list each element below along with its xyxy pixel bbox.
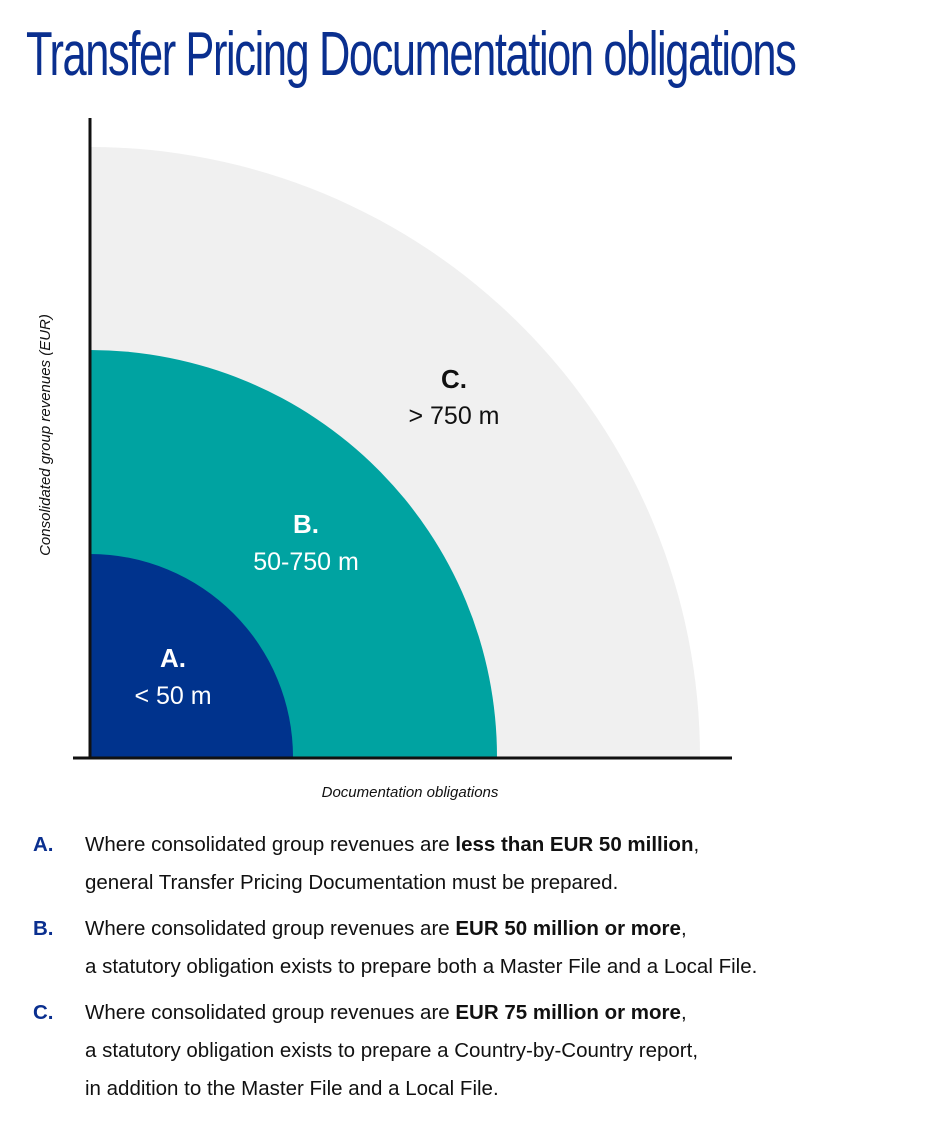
legend-text: Where consolidated group revenues are EU…	[85, 910, 933, 986]
legend-item-a: A. Where consolidated group revenues are…	[33, 826, 933, 902]
legend-text-prefix: Where consolidated group revenues are	[85, 1001, 456, 1024]
legend-letter: C.	[33, 1001, 54, 1024]
legend-text-bold: EUR 75 million or more	[455, 1001, 681, 1024]
legend-text: Where consolidated group revenues are EU…	[85, 994, 933, 1108]
y-axis-label: Consolidated group revenues (EUR)	[37, 314, 54, 556]
legend-item-c: C. Where consolidated group revenues are…	[33, 994, 933, 1108]
legend-text-line: in addition to the Master File and a Loc…	[85, 1077, 499, 1100]
legend-text-line: general Transfer Pricing Documentation m…	[85, 871, 619, 894]
legend-text-prefix: Where consolidated group revenues are	[85, 917, 456, 940]
zone-c-range: > 750 m	[408, 402, 499, 430]
zone-b-range: 50-750 m	[253, 548, 359, 576]
legend-text-prefix: Where consolidated group revenues are	[85, 833, 456, 856]
zone-a-range: < 50 m	[134, 682, 211, 710]
legend-text-line: a statutory obligation exists to prepare…	[85, 1039, 699, 1062]
legend-letter: B.	[33, 917, 54, 940]
page-title: Transfer Pricing Documentation obligatio…	[26, 20, 797, 89]
x-axis-label: Documentation obligations	[321, 784, 499, 801]
legend-text-suffix: ,	[680, 917, 687, 940]
revenue-quarter-circle-diagram: C. > 750 m B. 50-750 m A. < 50 m	[73, 118, 732, 760]
legend-text-suffix: ,	[680, 1001, 687, 1024]
legend-item-b: B. Where consolidated group revenues are…	[33, 910, 933, 986]
zone-a-letter: A.	[160, 643, 186, 673]
legend-text-suffix: ,	[693, 833, 700, 856]
legend-letter: A.	[33, 833, 54, 856]
legend: A. Where consolidated group revenues are…	[33, 826, 933, 1116]
zone-b-letter: B.	[293, 509, 319, 539]
legend-text-bold: less than EUR 50 million	[455, 833, 694, 856]
legend-text-bold: EUR 50 million or more	[455, 917, 681, 940]
legend-text: Where consolidated group revenues are le…	[85, 826, 933, 902]
legend-text-line: a statutory obligation exists to prepare…	[85, 955, 758, 978]
zone-c-letter: C.	[441, 364, 467, 394]
zone-a-arc	[90, 554, 293, 757]
